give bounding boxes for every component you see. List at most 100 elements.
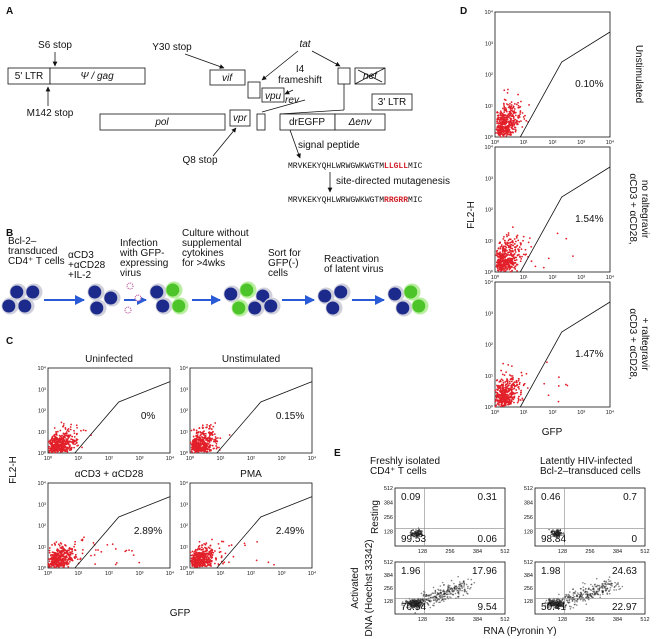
- dot: [69, 428, 72, 431]
- dot: [205, 445, 208, 448]
- dot: [502, 102, 505, 105]
- dot: [47, 564, 50, 566]
- dot: [190, 429, 193, 432]
- dot: [509, 245, 512, 248]
- dot: [443, 590, 446, 593]
- dot: [220, 555, 223, 557]
- dot: [504, 239, 506, 242]
- dot: [200, 443, 203, 446]
- dot: [499, 397, 502, 400]
- dot: [222, 540, 225, 543]
- dot: [203, 441, 206, 444]
- dot: [514, 262, 517, 264]
- dot: [609, 586, 612, 589]
- dot: [496, 269, 499, 272]
- dot: [513, 381, 516, 384]
- dot: [511, 113, 514, 116]
- dot: [587, 587, 590, 590]
- dot: [200, 555, 203, 558]
- cell-nucleus: [166, 283, 180, 297]
- dot: [214, 438, 217, 441]
- x-tick-label: 10⁰: [44, 455, 53, 462]
- dot: [464, 588, 466, 591]
- dot: [522, 116, 525, 118]
- dot: [501, 379, 504, 382]
- dot: [495, 379, 498, 382]
- dot: [519, 393, 522, 396]
- dot: [50, 553, 53, 556]
- dot: [420, 606, 422, 609]
- x-tick-label: 10³: [577, 410, 585, 416]
- panel-label: C: [6, 336, 13, 347]
- dot: [421, 530, 423, 532]
- dot: [599, 594, 602, 596]
- gene-box: [371, 93, 413, 111]
- dot: [431, 596, 433, 599]
- dot: [75, 556, 78, 558]
- dot: [211, 538, 213, 541]
- dot: [578, 595, 581, 598]
- dot: [512, 105, 515, 108]
- dot: [498, 242, 501, 245]
- dot: [496, 127, 499, 129]
- dot: [447, 589, 449, 591]
- dot: [448, 586, 450, 589]
- dot: [517, 248, 519, 251]
- cell-nucleus: [264, 299, 278, 313]
- dot: [514, 256, 517, 259]
- dot: [501, 384, 504, 387]
- step-text: transduced: [8, 246, 57, 257]
- dot: [561, 534, 563, 536]
- y-tick-label: 10⁴: [485, 144, 494, 151]
- dot: [199, 430, 201, 433]
- dot: [568, 605, 571, 608]
- dot: [519, 260, 522, 263]
- dot: [521, 255, 523, 258]
- y-tick-label: 10⁴: [38, 365, 47, 372]
- dot: [507, 239, 510, 242]
- dot: [208, 437, 210, 439]
- dot: [505, 396, 508, 399]
- step-text: with GFP-: [119, 248, 164, 259]
- dot: [497, 402, 499, 404]
- dot: [202, 447, 205, 450]
- label: drEGFP: [289, 117, 325, 128]
- dot: [556, 533, 558, 536]
- dot: [208, 450, 211, 452]
- dot: [69, 553, 72, 556]
- dot: [197, 445, 199, 448]
- dot: [419, 532, 422, 535]
- y-axis-label: FL2-H: [466, 201, 477, 229]
- dot: [56, 559, 59, 562]
- dot: [54, 554, 56, 556]
- dot: [508, 238, 511, 241]
- dot: [508, 400, 511, 402]
- dot: [79, 558, 82, 561]
- dot: [580, 593, 583, 595]
- dot: [48, 565, 51, 568]
- dot: [463, 583, 466, 585]
- arrow: [311, 50, 341, 67]
- dot: [71, 547, 73, 550]
- dot: [551, 533, 554, 536]
- dot: [216, 440, 219, 443]
- dot: [56, 549, 58, 552]
- dot: [207, 558, 210, 561]
- x-tick-label: 10⁰: [186, 570, 195, 577]
- dot: [504, 127, 507, 130]
- dot: [48, 551, 51, 554]
- dot: [495, 265, 498, 268]
- x-tick-label: 10⁰: [44, 570, 53, 577]
- dot: [207, 553, 210, 556]
- dot: [73, 446, 76, 449]
- dot: [49, 440, 52, 443]
- dot: [211, 554, 214, 556]
- dot: [70, 446, 73, 449]
- y-tick-label: 512: [384, 486, 393, 492]
- dot: [473, 581, 476, 584]
- dot: [513, 396, 516, 399]
- dot: [512, 115, 515, 118]
- dot: [54, 543, 56, 545]
- dot: [70, 559, 73, 561]
- dot: [198, 562, 201, 565]
